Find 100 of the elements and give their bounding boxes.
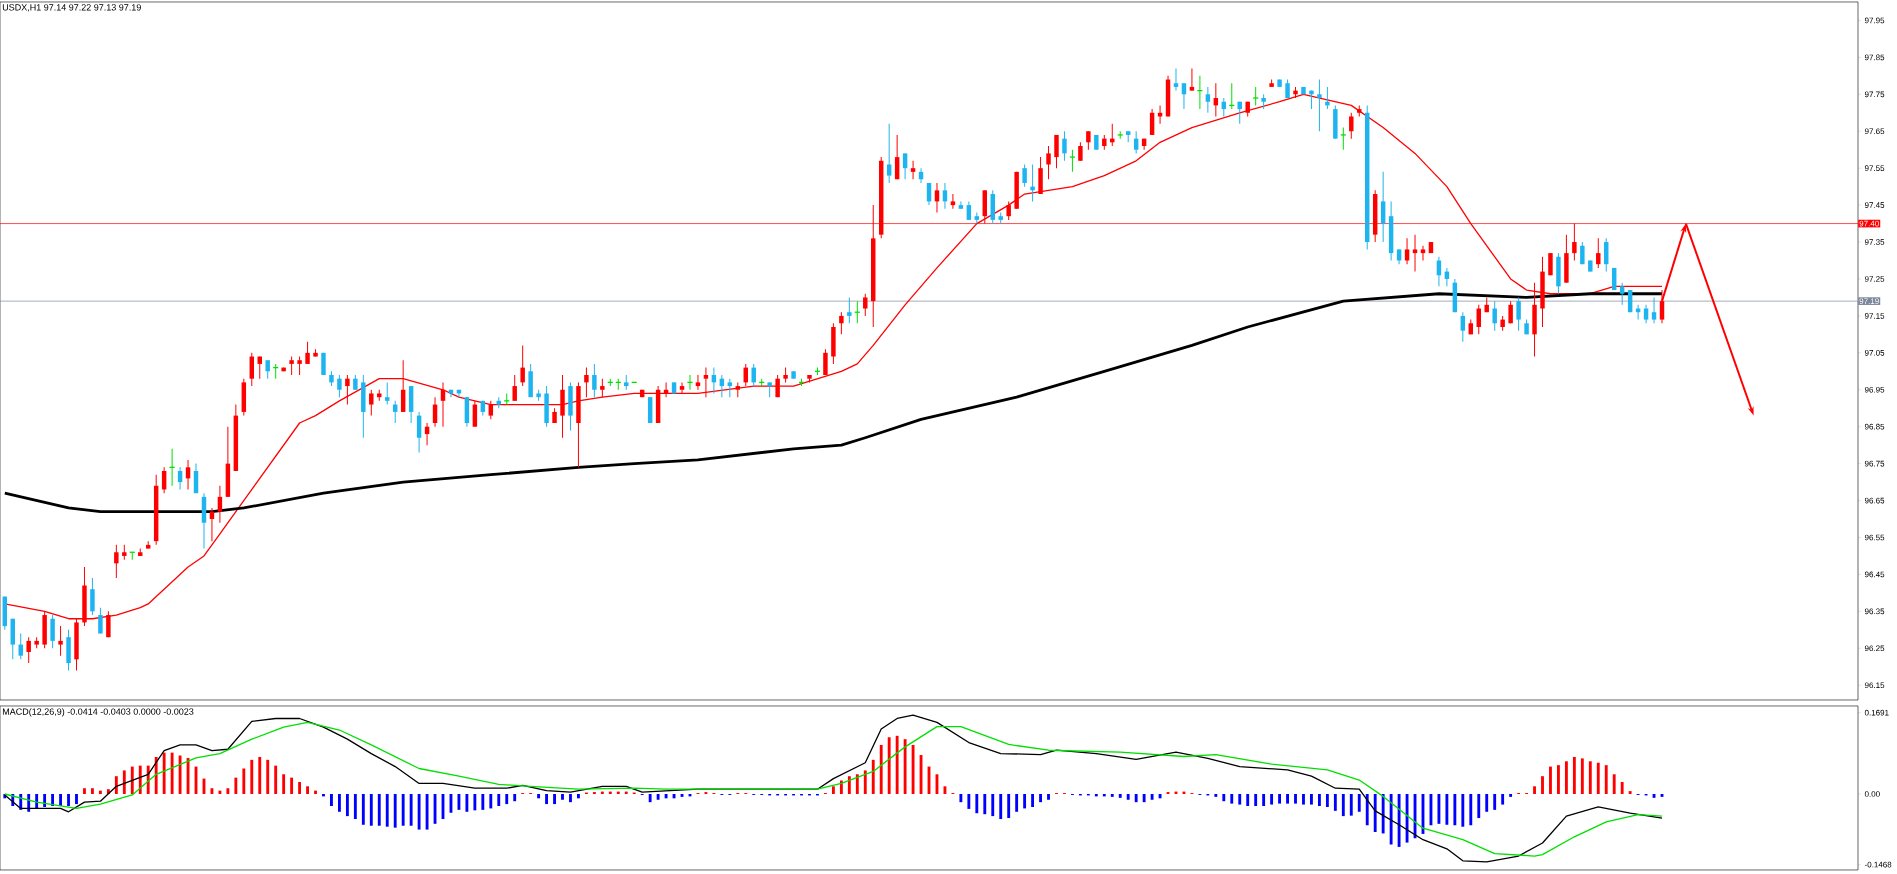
bar [1501,794,1505,805]
bar [162,752,166,794]
bar [369,794,373,826]
candlestick [512,374,517,402]
candlestick [1619,282,1625,306]
bar [1620,781,1624,794]
bar [290,777,294,794]
candlestick [18,633,23,660]
candlestick [345,374,350,406]
candlestick [584,367,589,398]
bar [489,794,493,809]
candlestick [488,400,494,420]
y-tick-label: 97.75 [1864,91,1885,98]
bar [1541,776,1544,794]
bar [1572,756,1576,794]
bar [1246,794,1250,807]
bar [481,794,485,810]
candlestick [1062,130,1067,162]
bar [345,794,349,817]
candlestick [1181,82,1187,110]
candlestick [1069,149,1076,173]
bar [298,781,302,794]
y-tick-label: 97.35 [1864,239,1885,245]
bar [43,794,47,807]
bar [1564,761,1568,794]
bar [1150,794,1154,800]
bar [266,759,270,794]
bar [871,759,875,794]
candlestick [847,296,852,324]
bar [545,794,549,805]
candlestick [1189,67,1195,92]
chart-title: USDX,H1 97.14 97.22 97.13 97.19 [2,4,141,12]
candlestick [1412,234,1418,273]
y-tick-label: 0.00 [1864,791,1880,797]
bar [1397,794,1401,847]
bar [1509,794,1513,797]
bar [569,794,572,803]
candlestick [58,625,63,657]
candlestick [679,381,685,394]
bar [377,794,381,826]
bar [1580,758,1584,794]
candlestick [520,344,525,387]
y-tick-label: 96.35 [1864,608,1885,615]
bar [967,794,971,809]
candlestick [1252,86,1259,106]
bar [577,794,580,799]
bar [1286,794,1289,804]
bar [1039,794,1042,803]
candlestick [839,311,844,335]
bar [513,794,517,802]
bar [130,766,134,794]
candlestick [958,200,964,210]
bar [361,794,365,825]
bar [242,768,246,794]
bar [1126,794,1130,800]
y-tick-label: 97.05 [1864,350,1885,356]
bar [1437,794,1441,824]
bar [1461,794,1465,827]
bar [1023,794,1027,809]
bar [1317,794,1321,807]
bar [409,794,413,826]
bar [505,794,509,805]
candlestick [1349,112,1354,140]
bar [879,744,883,794]
bar [1485,794,1489,812]
bar [1604,765,1608,794]
bar [895,735,899,794]
chart-title: MACD(12,26,9) -0.0414 -0.0403 0.0000 -0.0023 [2,708,194,717]
bar [1389,794,1393,845]
bar [226,788,230,794]
bar [393,794,397,828]
bar [999,794,1003,819]
candlestick [90,577,95,616]
y-tick-label: 96.95 [1864,386,1885,393]
candlestick [26,636,31,664]
bar [1007,794,1011,819]
bar [1469,794,1473,826]
bar [353,794,357,819]
bar [648,794,652,803]
y-tick-label: 97.65 [1864,128,1885,135]
candlestick [369,389,374,417]
bar [656,794,660,800]
bar [122,770,126,794]
candlestick [1651,296,1657,324]
candlestick [1492,300,1497,332]
bar [847,776,851,794]
candlestick [337,374,342,398]
bar [258,756,262,794]
bar [1294,794,1297,804]
bar [903,739,907,794]
candlestick [1643,304,1649,324]
y-tick-label: 96.55 [1864,534,1885,541]
bar [401,794,405,826]
bar [1310,794,1313,805]
bar [1214,794,1218,797]
candlestick [1078,141,1083,162]
bar [178,755,182,794]
candlestick [185,459,191,490]
bar [1031,794,1035,807]
bar [1222,794,1226,802]
